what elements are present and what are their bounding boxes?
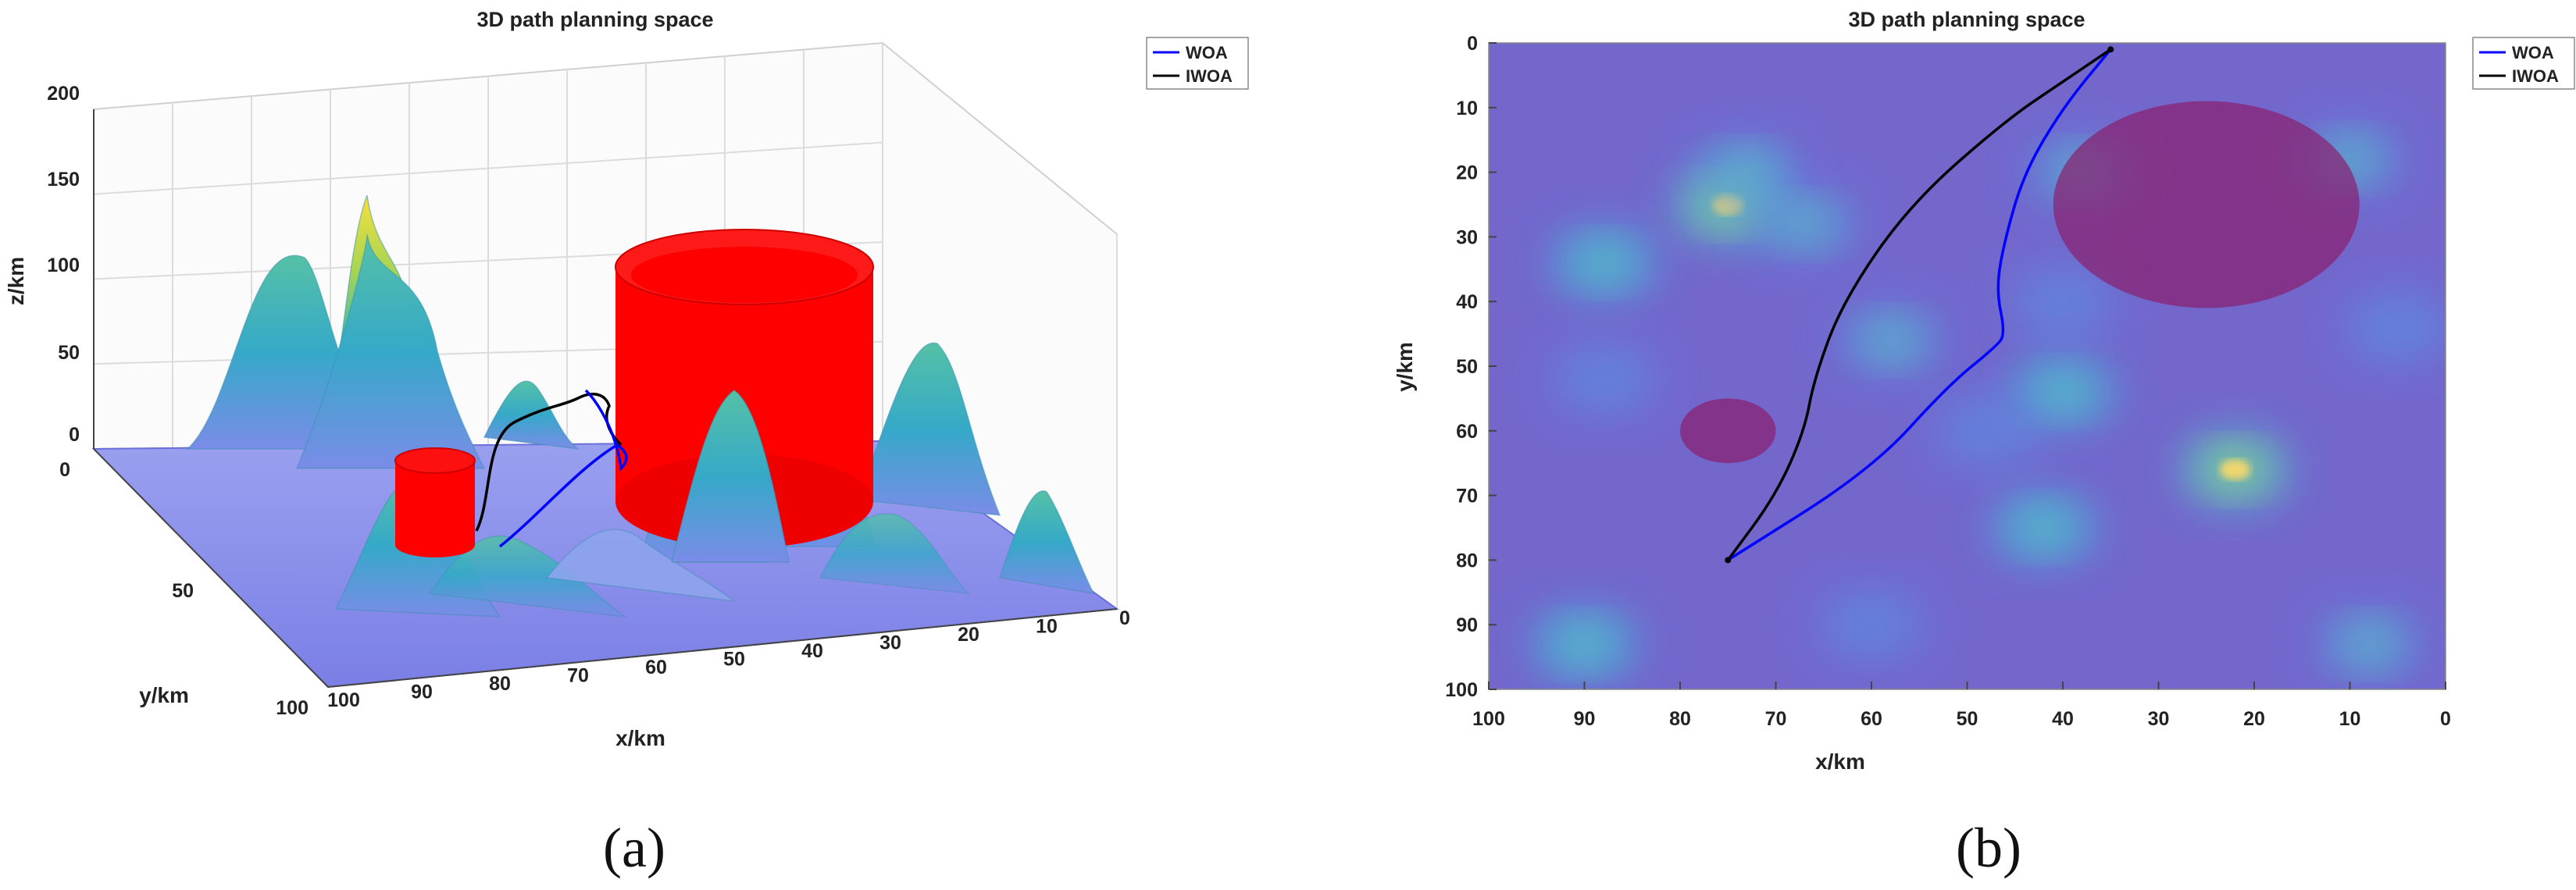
panel-a-title: 3D path planning space	[476, 8, 713, 31]
panel-a-x-tick: 50	[723, 649, 745, 671]
panel-b-y-label: y/km	[1393, 342, 1417, 392]
panel-b-y-tick: 20	[1456, 162, 1478, 184]
terrain-peak-core	[2340, 625, 2398, 664]
panel-a-z-label: z/km	[4, 257, 28, 305]
legend-iwoa-label: IWOA	[2512, 66, 2559, 86]
panel-b-x-tick: 60	[1861, 708, 1882, 730]
panel-a-x-label: x/km	[615, 726, 665, 750]
panel-a-x-tick: 0	[1119, 607, 1130, 629]
terrain-peak-core	[1775, 205, 1833, 244]
panel-a-x-tick: 40	[801, 640, 823, 662]
panel-a-caption: (a)	[603, 817, 665, 879]
terrain-peak-core	[1861, 321, 1920, 360]
panel-a-z-ticks: 200 150 100 50 0	[47, 83, 80, 446]
panel-a-x-tick: 70	[567, 665, 589, 687]
terrain-peak-core	[1575, 243, 1632, 283]
panel-b-y-tick: 30	[1456, 226, 1478, 248]
panel-a-x-tick: 10	[1036, 616, 1058, 638]
panel-b-x-tick: 100	[1472, 708, 1505, 730]
panel-a-obstacle-small	[394, 447, 476, 557]
panel-b-x-tick: 80	[1669, 708, 1691, 730]
panel-a-y-label: y/km	[139, 683, 189, 707]
panel-b-obstacles	[1680, 101, 2360, 464]
panel-a-y-tick: 100	[276, 697, 309, 719]
panel-b-x-label: x/km	[1815, 749, 1865, 774]
panel-b-y-tick: 50	[1456, 356, 1478, 378]
legend-woa-label: WOA	[1186, 43, 1228, 62]
panel-a-z-tick: 200	[47, 83, 80, 105]
panel-b-y-tick: 70	[1456, 486, 1478, 507]
panel-a-3d-box	[93, 41, 1118, 611]
panel-a-x-tick: 60	[645, 657, 667, 678]
terrain-peak-summit	[2219, 459, 2251, 480]
obstacle-circle	[2053, 101, 2360, 308]
path-iwoa	[1726, 48, 2112, 561]
path-woa	[1727, 48, 2112, 561]
panel-a-x-tick: 30	[879, 632, 901, 654]
terrain-peak-core	[1555, 625, 1614, 664]
panel-a-iwoa-path	[475, 393, 623, 532]
panel-b-x-tick: 20	[2243, 708, 2265, 730]
panel-b-x-ticks: 100 90 80 70 60 50 40 30 20 10 0	[1472, 682, 2451, 730]
panel-a-x-tick: 80	[489, 673, 511, 695]
panel-b-y-tick: 100	[1445, 679, 1478, 701]
panel-b-x-tick: 40	[2052, 708, 2074, 730]
panel-a-x-tick: 100	[327, 689, 360, 711]
obstacle-circle	[1680, 398, 1776, 464]
terrain-peak	[2010, 265, 2116, 337]
panel-b-title: 3D path planning space	[1848, 8, 2085, 31]
panel-b-y-tick: 80	[1456, 550, 1478, 571]
panel-b-y-tick: 60	[1456, 421, 1478, 443]
panel-b-heatmap: 3D path planning space 0 10 20 30 40 50 60 70 80…	[1393, 8, 2575, 879]
panel-a-x-ticks: 0 10 20 30 40 50 60 70 80 90 100	[327, 607, 1130, 711]
start-marker	[1725, 557, 1732, 564]
panel-b-x-tick: 70	[1765, 708, 1787, 730]
panel-b-legend: WOA IWOA	[2472, 37, 2575, 90]
panel-b-x-tick: 50	[1957, 708, 1978, 730]
terrain-peak-core	[2014, 508, 2073, 547]
panel-b-y-tick: 10	[1456, 98, 1478, 119]
panel-b-y-tick: 0	[1467, 33, 1478, 55]
legend-iwoa-label: IWOA	[1186, 66, 1233, 86]
panel-a-woa-path	[498, 389, 628, 548]
terrain-peak	[2345, 291, 2446, 363]
panel-b-x-tick: 30	[2148, 708, 2170, 730]
panel-a-x-tick: 90	[411, 682, 433, 703]
terrain-peak-core	[2034, 372, 2092, 411]
panel-b-paths	[1725, 46, 2114, 564]
panel-b-y-ticks: 0 10 20 30 40 50 60 70 80 90 100	[1445, 33, 1497, 701]
panel-b-y-tick: 40	[1456, 291, 1478, 313]
terrain-peak-core	[1718, 152, 1776, 192]
terrain-peak	[1933, 395, 2039, 467]
panel-b-x-tick: 10	[2339, 708, 2361, 730]
legend-woa-label: WOA	[2512, 43, 2554, 62]
panel-a-z-tick: 100	[47, 255, 80, 276]
panel-a-axes	[93, 109, 1118, 688]
panel-a-z-tick: 150	[47, 169, 80, 190]
panel-b-x-tick: 90	[1574, 708, 1596, 730]
panel-a-y-tick: 0	[59, 459, 70, 481]
panel-a-y-tick: 50	[172, 580, 194, 602]
panel-a-z-tick: 0	[69, 424, 80, 446]
terrain-peak	[1818, 589, 1925, 660]
terrain-peak	[1550, 344, 1657, 415]
panel-a-3d-surface: 3D path planning space	[4, 8, 1249, 879]
panel-b-y-tick: 90	[1456, 614, 1478, 636]
panel-a-y-ticks: 0 50 100	[59, 459, 309, 719]
panel-a-x-tick: 20	[958, 624, 979, 646]
panel-b-caption: (b)	[1956, 817, 2021, 879]
goal-marker	[2107, 46, 2114, 53]
panel-a-front-hills	[671, 390, 790, 563]
panel-a-obstacle-large	[615, 229, 874, 548]
panel-b-x-tick: 0	[2440, 708, 2451, 730]
panel-a-z-tick: 50	[58, 342, 80, 364]
panel-a-legend: WOA IWOA	[1146, 37, 1249, 90]
panel-a-terrain-hills	[186, 194, 1095, 618]
